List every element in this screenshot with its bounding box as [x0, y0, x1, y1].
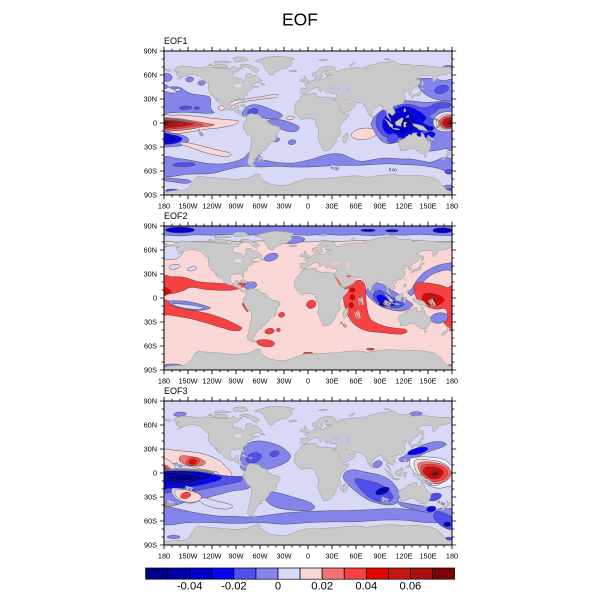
svg-text:0.06: 0.06 — [400, 581, 422, 593]
svg-text:150E: 150E — [419, 552, 436, 561]
svg-text:0.02: 0.02 — [174, 461, 184, 470]
svg-text:0: 0 — [153, 469, 157, 478]
svg-text:60N: 60N — [144, 71, 157, 80]
svg-text:90E: 90E — [374, 552, 387, 561]
svg-text:0.02: 0.02 — [380, 497, 390, 505]
svg-text:-0.02: -0.02 — [221, 581, 247, 593]
svg-text:120E: 120E — [395, 552, 412, 561]
svg-text:-0.00: -0.00 — [329, 165, 340, 172]
svg-text:60S: 60S — [144, 342, 157, 351]
svg-text:60W: 60W — [252, 552, 267, 561]
svg-text:0.02: 0.02 — [382, 300, 392, 309]
svg-text:0.00: 0.00 — [425, 135, 435, 144]
svg-text:90S: 90S — [144, 366, 157, 375]
svg-text:0.02: 0.02 — [339, 320, 349, 329]
svg-text:90N: 90N — [144, 397, 157, 406]
svg-text:0: 0 — [306, 202, 310, 211]
svg-text:120W: 120W — [202, 377, 221, 386]
svg-text:60W: 60W — [252, 377, 267, 386]
svg-text:90W: 90W — [228, 377, 243, 386]
svg-text:180: 180 — [446, 552, 458, 561]
svg-text:0.06: 0.06 — [354, 310, 361, 320]
svg-text:0.06: 0.06 — [428, 298, 437, 308]
svg-text:30E: 30E — [326, 552, 339, 561]
svg-text:0.00: 0.00 — [184, 486, 194, 493]
svg-text:EOF1: EOF1 — [164, 36, 188, 46]
svg-text:EOF2: EOF2 — [164, 211, 188, 221]
svg-text:60E: 60E — [350, 202, 363, 211]
svg-text:120W: 120W — [202, 202, 221, 211]
svg-text:60E: 60E — [350, 552, 363, 561]
svg-text:30W: 30W — [276, 377, 291, 386]
svg-text:0.02: 0.02 — [166, 500, 176, 508]
svg-text:EOF3: EOF3 — [164, 386, 188, 396]
svg-text:EOF: EOF — [282, 10, 318, 30]
svg-text:150W: 150W — [178, 377, 197, 386]
svg-text:60E: 60E — [350, 377, 363, 386]
svg-text:90E: 90E — [374, 377, 387, 386]
svg-text:30E: 30E — [326, 202, 339, 211]
svg-text:60N: 60N — [144, 246, 157, 255]
svg-text:0.06: 0.06 — [357, 297, 363, 306]
svg-text:90N: 90N — [144, 222, 157, 231]
svg-text:30N: 30N — [144, 270, 157, 279]
svg-text:120W: 120W — [202, 552, 221, 561]
svg-text:30W: 30W — [276, 552, 291, 561]
svg-text:120E: 120E — [395, 377, 412, 386]
svg-text:0: 0 — [306, 552, 310, 561]
svg-text:-0.04: -0.04 — [177, 581, 203, 593]
svg-text:0.00: 0.00 — [437, 499, 447, 507]
svg-text:0: 0 — [153, 294, 157, 303]
svg-text:90S: 90S — [144, 191, 157, 200]
svg-text:30N: 30N — [144, 95, 157, 104]
svg-text:120E: 120E — [395, 202, 412, 211]
svg-text:30S: 30S — [144, 318, 157, 327]
svg-text:60S: 60S — [144, 167, 157, 176]
svg-text:90W: 90W — [228, 202, 243, 211]
svg-text:0.00: 0.00 — [196, 128, 205, 138]
svg-text:150E: 150E — [419, 202, 436, 211]
svg-text:150W: 150W — [178, 552, 197, 561]
svg-text:60W: 60W — [252, 202, 267, 211]
svg-text:150E: 150E — [419, 377, 436, 386]
svg-text:180: 180 — [158, 377, 170, 386]
svg-text:0: 0 — [153, 119, 157, 128]
svg-text:180: 180 — [446, 377, 458, 386]
svg-text:180: 180 — [446, 202, 458, 211]
svg-text:150W: 150W — [178, 202, 197, 211]
svg-text:180: 180 — [158, 552, 170, 561]
svg-text:60S: 60S — [144, 517, 157, 526]
svg-text:90N: 90N — [144, 47, 157, 56]
svg-text:60N: 60N — [144, 421, 157, 430]
svg-text:30N: 30N — [144, 445, 157, 454]
svg-text:0.00: 0.00 — [424, 479, 434, 488]
svg-text:0: 0 — [275, 581, 281, 593]
svg-text:90E: 90E — [374, 202, 387, 211]
svg-text:0.02: 0.02 — [311, 581, 333, 593]
svg-text:0: 0 — [306, 377, 310, 386]
svg-text:0.00: 0.00 — [389, 167, 398, 173]
svg-text:30S: 30S — [144, 143, 157, 152]
svg-text:30S: 30S — [144, 493, 157, 502]
svg-text:30E: 30E — [326, 377, 339, 386]
svg-text:180: 180 — [158, 202, 170, 211]
svg-text:90S: 90S — [144, 541, 157, 550]
svg-text:0.00: 0.00 — [256, 156, 266, 164]
svg-text:0.04: 0.04 — [355, 581, 377, 593]
svg-text:30W: 30W — [276, 202, 291, 211]
svg-text:90W: 90W — [228, 552, 243, 561]
